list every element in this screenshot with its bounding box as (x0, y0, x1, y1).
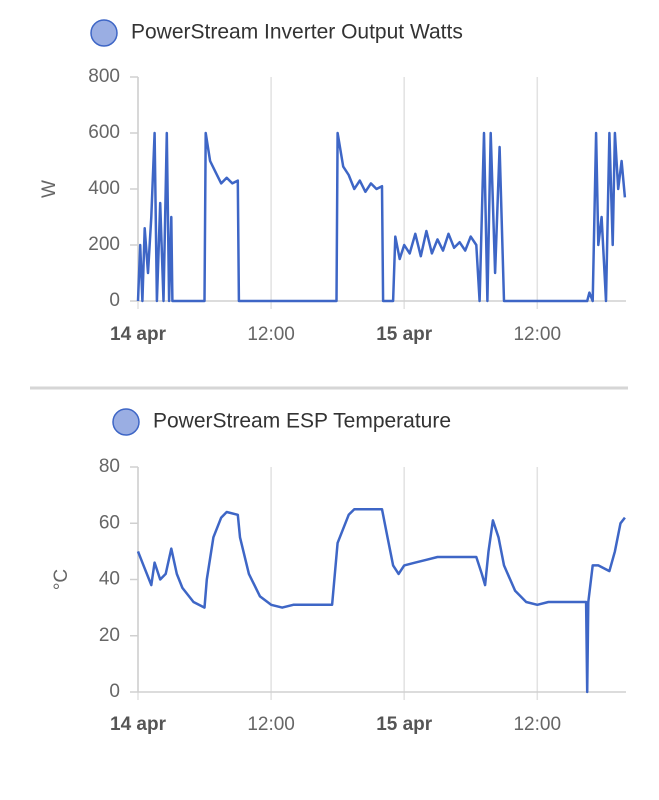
x-tick-label: 15 apr (376, 324, 433, 345)
data-line (136, 507, 626, 694)
y-axis-label: °C (51, 569, 72, 590)
y-axis-label: W (39, 180, 60, 198)
legend-swatch (90, 19, 118, 47)
legend-label: PowerStream ESP Temperature (153, 410, 451, 433)
y-tick-label: 20 (99, 625, 120, 646)
y-tick-label: 40 (99, 569, 120, 590)
x-tick-label: 12:00 (513, 714, 561, 735)
y-tick-label: 600 (88, 122, 120, 143)
x-tick-label: 12:00 (247, 714, 295, 735)
y-tick-label: 60 (99, 512, 120, 533)
legend-swatch (112, 408, 140, 436)
legend-label: PowerStream Inverter Output Watts (131, 21, 463, 44)
y-tick-label: 800 (88, 66, 120, 87)
y-tick-label: 400 (88, 178, 120, 199)
x-tick-label: 15 apr (376, 714, 433, 735)
x-tick-label: 12:00 (513, 324, 561, 345)
data-line (136, 131, 627, 303)
x-tick-label: 14 apr (110, 714, 167, 735)
y-tick-label: 200 (88, 234, 120, 255)
x-tick-label: 12:00 (247, 324, 295, 345)
y-tick-label: 0 (109, 290, 120, 311)
y-tick-label: 0 (109, 681, 120, 702)
x-tick-label: 14 apr (110, 324, 167, 345)
y-tick-label: 80 (99, 456, 120, 477)
